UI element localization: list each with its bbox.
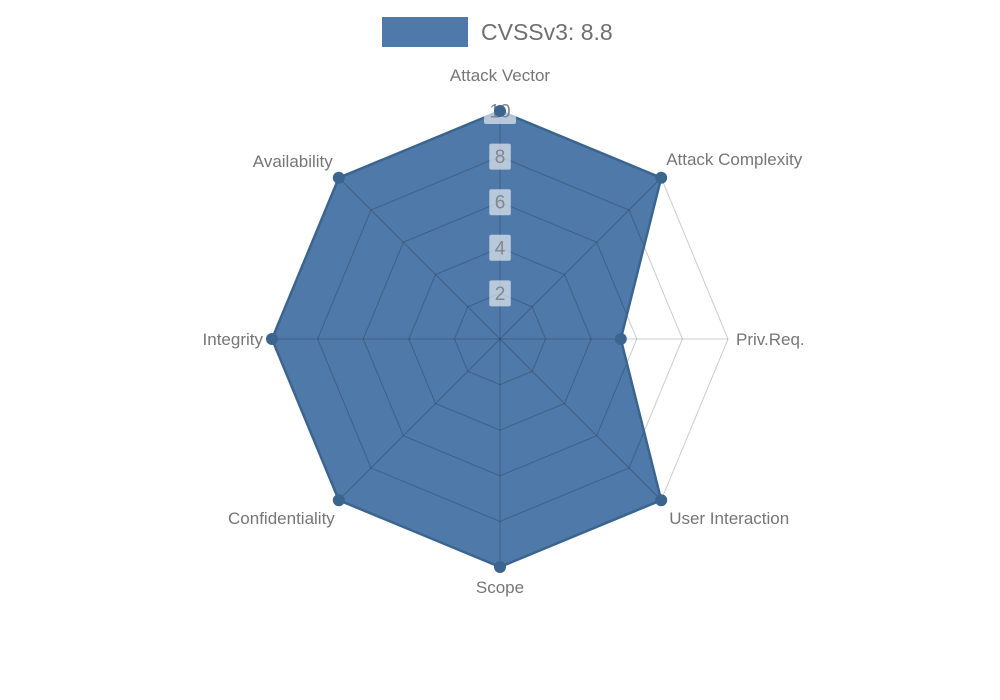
tick-label-box — [489, 280, 511, 307]
legend-label[interactable]: CVSSv3: 8.8 — [481, 19, 613, 45]
data-point-scope[interactable] — [494, 561, 506, 573]
series-polygon[interactable] — [272, 111, 662, 567]
tick-label-text: 8 — [495, 147, 506, 168]
legend-swatch[interactable] — [382, 17, 468, 47]
data-point-integrity[interactable] — [266, 333, 278, 345]
axis-label-attack-complexity: Attack Complexity — [666, 150, 803, 169]
tick-label-4: 4 — [489, 234, 511, 261]
radar-grid-ring-3 — [362, 201, 638, 477]
axis-label-attack-vector: Attack Vector — [450, 66, 550, 85]
radar-axis-spoke-confidentiality — [338, 338, 501, 501]
tick-label-text: 4 — [495, 238, 506, 259]
tick-label-text: 6 — [495, 193, 506, 214]
radar-axis-spoke-availability — [338, 177, 501, 340]
radar-grid-ring-4 — [317, 156, 683, 522]
tick-label-box — [489, 189, 511, 216]
legend[interactable]: CVSSv3: 8.8 — [382, 17, 613, 47]
radar-axis-spoke-attack-complexity — [499, 177, 662, 340]
data-point-availability[interactable] — [332, 171, 345, 184]
data-point-user-interaction[interactable] — [655, 494, 668, 507]
axis-label-scope: Scope — [476, 578, 524, 597]
tick-label-box — [489, 234, 511, 261]
axis-label-availability: Availability — [253, 152, 334, 171]
tick-label-box — [489, 143, 511, 170]
axis-label-user-interaction: User Interaction — [669, 509, 789, 528]
tick-label-text: 2 — [495, 284, 506, 305]
tick-label-8: 8 — [489, 143, 511, 170]
tick-label-6: 6 — [489, 189, 511, 216]
tick-label-2: 2 — [489, 280, 511, 307]
data-point-priv-req[interactable] — [614, 333, 627, 345]
axis-label-priv-req: Priv.Req. — [736, 330, 805, 349]
data-point-confidentiality[interactable] — [332, 494, 345, 507]
data-point-attack-complexity[interactable] — [655, 171, 668, 184]
axis-label-confidentiality: Confidentiality — [228, 509, 335, 528]
axis-label-integrity: Integrity — [203, 330, 264, 349]
data-point-attack-vector[interactable] — [494, 105, 506, 117]
radar-grid-ring-2 — [408, 247, 592, 431]
radar-grid-ring-1 — [453, 292, 547, 386]
radar-axis-spoke-user-interaction — [499, 338, 662, 501]
